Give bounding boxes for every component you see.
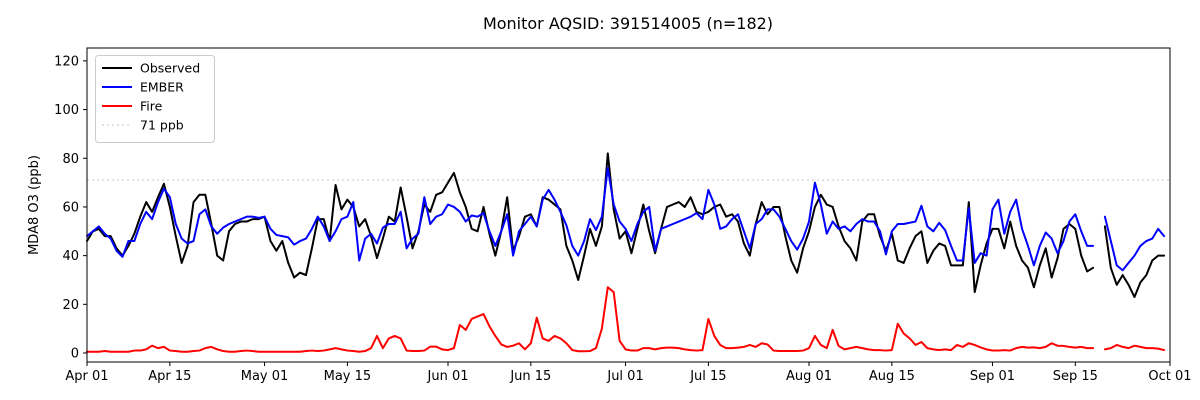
- x-tick-label: Jun 01: [427, 369, 469, 384]
- legend-label-threshold: 71 ppb: [140, 118, 184, 133]
- y-tick-label: 0: [71, 346, 79, 361]
- y-tick-label: 40: [62, 249, 79, 264]
- legend: Observed EMBER Fire 71 ppb: [95, 55, 215, 143]
- series-fire: [86, 286, 1166, 353]
- legend-label-observed: Observed: [140, 61, 200, 76]
- x-tick-label: Oct 01: [1148, 369, 1191, 384]
- legend-label-fire: Fire: [140, 99, 163, 114]
- plot-area: Apr 01 Apr 15 May 01 May 15 Jun 01 Jun 15 Jul …: [54, 47, 1192, 384]
- x-tick-label: Jul 15: [689, 369, 726, 384]
- x-tick-label: Sep 01: [970, 369, 1015, 384]
- y-tick-label: 120: [54, 54, 79, 69]
- x-tick-label: May 15: [324, 369, 372, 384]
- x-tick-label: Apr 15: [148, 369, 191, 384]
- series-observed: [86, 152, 1166, 299]
- x-tick-label: Jun 15: [509, 369, 551, 384]
- x-tick-label: Apr 01: [65, 369, 108, 384]
- series-ember: [86, 167, 1166, 272]
- x-tick-label: Aug 01: [786, 369, 832, 384]
- y-tick-label: 20: [62, 298, 79, 313]
- x-tick-label: Aug 15: [869, 369, 915, 384]
- y-tick-label: 60: [62, 200, 79, 215]
- legend-label-ember: EMBER: [140, 80, 184, 95]
- y-axis-label: MDA8 O3 (ppb): [27, 155, 42, 255]
- x-tick-label: Sep 15: [1053, 369, 1098, 384]
- x-tick-label: May 01: [241, 369, 289, 384]
- legend-box: [95, 55, 215, 143]
- chart-title: Monitor AQSID: 391514005 (n=182): [483, 14, 773, 33]
- x-tick-label: Jul 01: [606, 369, 643, 384]
- plot-frame: [86, 47, 1171, 363]
- y-tick-label: 100: [54, 103, 79, 118]
- y-tick-label: 80: [62, 152, 79, 167]
